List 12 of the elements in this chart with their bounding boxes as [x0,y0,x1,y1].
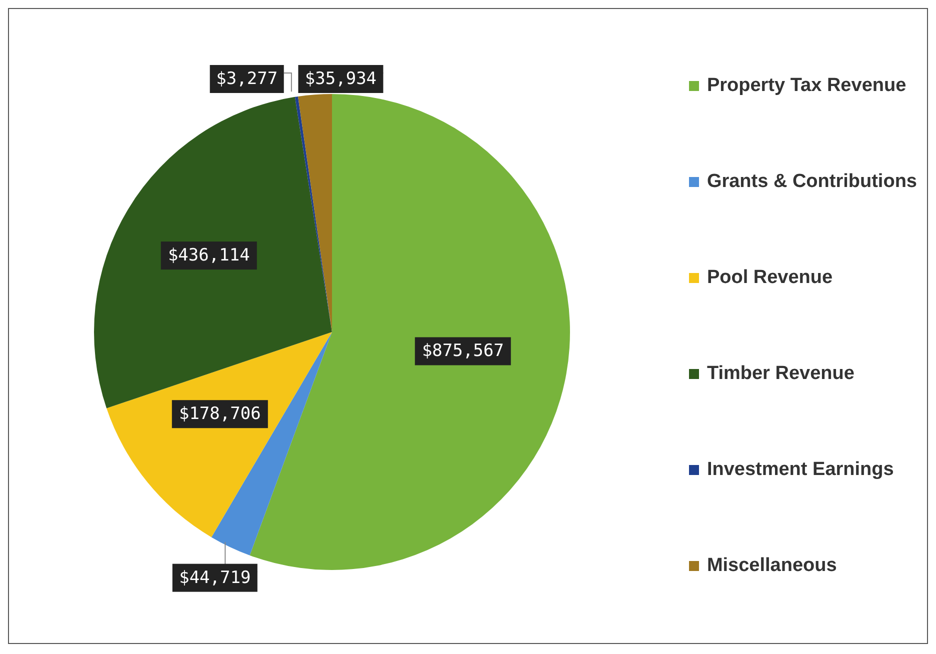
legend-label: Investment Earnings [706,459,894,481]
data-label: $178,706 [178,404,261,424]
data-label: $875,567 [422,341,504,362]
legend-label: Miscellaneous [706,555,837,577]
legend-label: Property Tax Revenue [706,75,906,97]
data-label: $3,277 [216,69,278,89]
data-label: $44,719 [179,568,251,588]
legend-label: Grants & Contributions [706,171,917,193]
data-label: $436,114 [168,246,250,266]
legend-label: Timber Revenue [706,363,854,385]
legend-label: Pool Revenue [706,267,833,289]
data-label: $35,934 [304,69,377,89]
